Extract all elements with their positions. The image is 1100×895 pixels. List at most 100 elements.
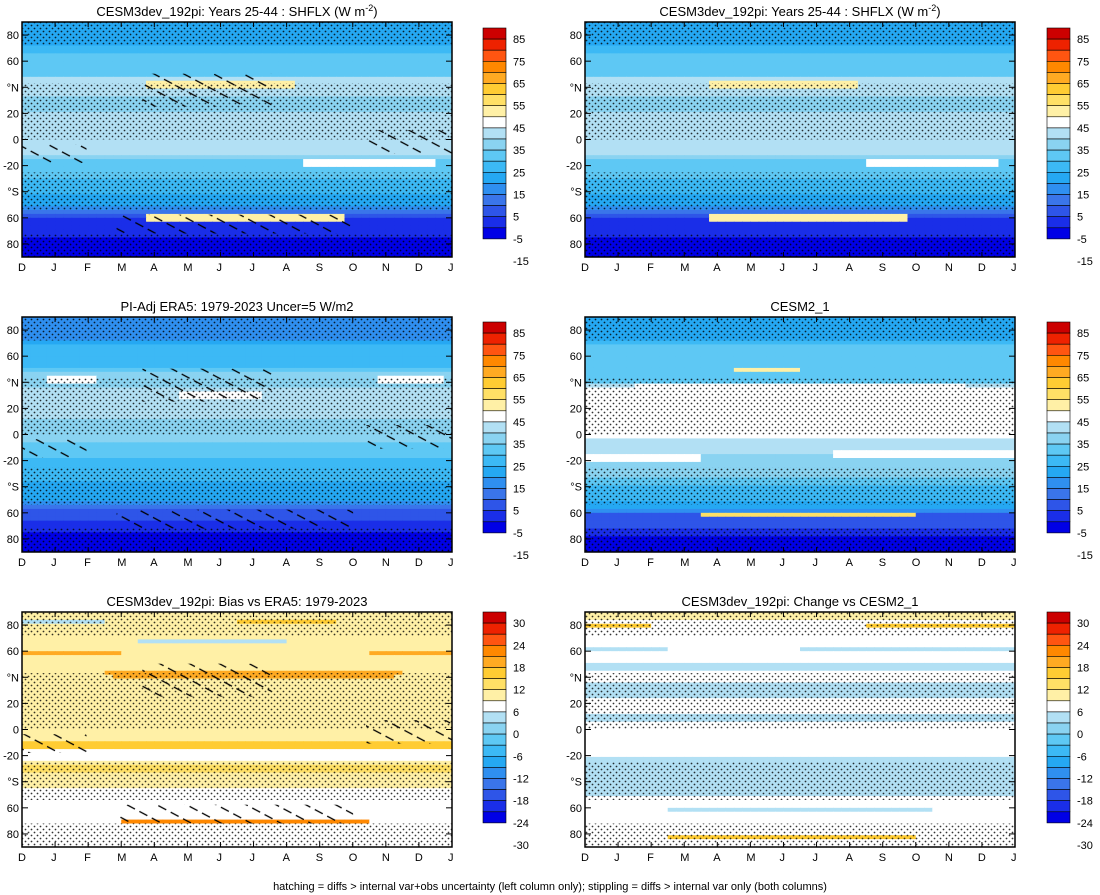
heatmap-cell xyxy=(121,151,131,156)
heatmap-cell xyxy=(270,53,279,58)
heatmap-cell xyxy=(245,65,255,70)
x-tick-label: J xyxy=(216,262,222,274)
heatmap-cell xyxy=(915,151,925,156)
heatmap-cell xyxy=(965,76,975,82)
heatmap-cell xyxy=(634,143,644,148)
heatmap-cell xyxy=(659,49,669,54)
heatmap-cell xyxy=(601,72,611,78)
heatmap-cell xyxy=(303,69,313,74)
heatmap-cell xyxy=(750,143,760,148)
heatmap-cell xyxy=(203,69,213,74)
heatmap-cell xyxy=(385,229,395,235)
heatmap-cell xyxy=(758,49,768,54)
heatmap-cell xyxy=(38,80,48,86)
heatmap-cell xyxy=(783,143,793,148)
heatmap-cell xyxy=(96,159,106,164)
heatmap-cell xyxy=(104,147,114,152)
heatmap-cell xyxy=(319,143,329,148)
heatmap-cell xyxy=(336,155,346,160)
heatmap-cell xyxy=(195,53,205,58)
heatmap-cell xyxy=(369,76,379,82)
heatmap-cell xyxy=(385,225,395,231)
heatmap-cell xyxy=(932,76,942,82)
heatmap-cell xyxy=(717,69,727,74)
heatmap-cell xyxy=(758,80,768,86)
heatmap-cell xyxy=(410,76,420,82)
heatmap-cell xyxy=(783,76,793,82)
heatmap-cell xyxy=(394,229,403,235)
heatmap-cell xyxy=(303,159,313,164)
heatmap-cell xyxy=(833,65,842,70)
heatmap-cell xyxy=(709,45,718,51)
heatmap-cell xyxy=(55,76,64,82)
heatmap-cell xyxy=(327,155,337,160)
heatmap-cell xyxy=(998,139,1008,145)
heatmap-cell xyxy=(601,45,611,51)
heatmap-cell xyxy=(261,151,271,156)
heatmap-cell xyxy=(30,72,40,78)
heatmap-cell xyxy=(220,143,230,148)
heatmap-cell xyxy=(1006,45,1015,51)
heatmap-cell xyxy=(46,76,56,82)
heatmap-cell xyxy=(626,151,636,156)
heatmap-cell xyxy=(1006,53,1015,58)
heatmap-cell xyxy=(402,65,412,70)
heatmap-cell xyxy=(808,45,818,51)
heatmap-cell xyxy=(915,45,925,51)
heatmap-cell xyxy=(742,72,751,78)
heatmap-cell xyxy=(948,65,958,70)
heatmap-cell xyxy=(998,49,1008,54)
heatmap-cell xyxy=(775,147,785,152)
heatmap-cell xyxy=(833,57,842,62)
heatmap-cell xyxy=(212,53,222,58)
heatmap-cell xyxy=(220,159,230,164)
heatmap-cell xyxy=(129,159,139,164)
heatmap-cell xyxy=(824,65,834,70)
heatmap-cell xyxy=(435,61,445,66)
heatmap-cell xyxy=(626,155,636,160)
heatmap-cell xyxy=(725,76,735,82)
heatmap-cell xyxy=(137,159,147,164)
heatmap-cell xyxy=(626,57,636,62)
heatmap-cell xyxy=(609,49,619,54)
heatmap-cell xyxy=(79,166,89,172)
heatmap-cell xyxy=(841,147,851,152)
heatmap-cell xyxy=(162,45,172,51)
heatmap-cell xyxy=(816,76,826,82)
heatmap-cell xyxy=(344,151,354,156)
heatmap-cell xyxy=(659,45,669,51)
heatmap-cell xyxy=(410,221,420,227)
heatmap-cell xyxy=(212,45,222,51)
heatmap-cell xyxy=(965,139,975,145)
heatmap-cell xyxy=(237,69,246,74)
heatmap-cell xyxy=(46,213,56,219)
heatmap-cell xyxy=(154,53,164,58)
heatmap-cell xyxy=(336,210,346,215)
heatmap-cell xyxy=(394,155,403,160)
heatmap-cell xyxy=(932,147,942,152)
heatmap-cell xyxy=(675,151,685,156)
heatmap-cell xyxy=(601,57,611,62)
heatmap-cell xyxy=(659,65,669,70)
heatmap-cell xyxy=(311,139,321,145)
heatmap-cell xyxy=(634,65,644,70)
heatmap-cell xyxy=(352,53,362,58)
heatmap-cell xyxy=(766,53,776,58)
heatmap-cell xyxy=(948,72,958,78)
heatmap-cell xyxy=(874,45,884,51)
heatmap-cell xyxy=(361,159,370,164)
heatmap-cell xyxy=(203,210,213,215)
heatmap-cell xyxy=(998,143,1008,148)
heatmap-cell xyxy=(866,69,876,74)
heatmap-cell xyxy=(766,76,776,82)
heatmap-cell xyxy=(816,147,826,152)
heatmap-cell xyxy=(327,53,337,58)
heatmap-cell xyxy=(179,45,188,51)
heatmap-cell xyxy=(79,229,89,235)
heatmap-cell xyxy=(253,53,263,58)
heatmap-cell xyxy=(352,147,362,152)
heatmap-cell xyxy=(88,49,98,54)
heatmap-cell xyxy=(270,72,279,78)
heatmap-cell xyxy=(385,155,395,160)
heatmap-cell xyxy=(385,45,395,51)
